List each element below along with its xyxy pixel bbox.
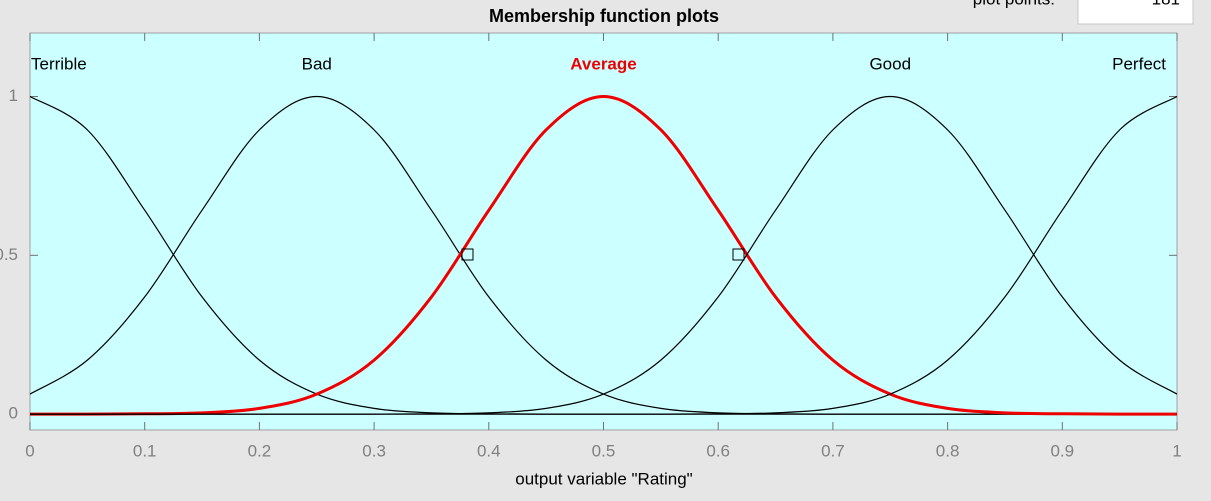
mf-label: Bad	[302, 54, 332, 73]
x-tick-label: 0.9	[1050, 441, 1074, 460]
y-tick-label: 0.5	[0, 245, 18, 264]
mf-label: Perfect	[1112, 54, 1166, 73]
x-tick-label: 0.8	[936, 441, 960, 460]
x-tick-label: 0.3	[362, 441, 386, 460]
membership-curve	[30, 96, 1178, 415]
x-tick-label: 0.4	[477, 441, 501, 460]
mf-label: Average	[570, 54, 636, 73]
chart-title: Membership function plots	[489, 6, 719, 26]
membership-curve	[29, 95, 1177, 415]
y-tick-label: 1	[9, 86, 18, 105]
x-tick-label: 1	[1172, 441, 1181, 460]
mf-label: Terrible	[31, 54, 87, 73]
x-tick-label: 0.6	[706, 441, 730, 460]
x-tick-label: 0.1	[133, 441, 157, 460]
y-tick-label: 0	[9, 404, 18, 423]
x-tick-label: 0.5	[592, 441, 616, 460]
plot-points-label: plot points:	[973, 0, 1055, 8]
plot-points-field[interactable]	[1077, 0, 1194, 25]
membership-curve	[29, 95, 1178, 416]
x-tick-label: 0.7	[821, 441, 845, 460]
x-tick-label: 0	[25, 441, 34, 460]
selection-handle[interactable]	[461, 248, 474, 261]
plot-background	[29, 32, 1178, 431]
plot-area: 0 0.1 0.2 0.3 0.4 0.5 0.6 0.7 0.8 0.9 1 0 0.5 1 Terrib…	[0, 32, 1182, 460]
x-axis-label: output variable "Rating"	[515, 469, 692, 488]
mf-label: Good	[869, 54, 911, 73]
selection-handle[interactable]	[732, 248, 745, 261]
x-tick-label: 0.2	[248, 441, 272, 460]
plot-points-value: 181	[1152, 0, 1180, 8]
